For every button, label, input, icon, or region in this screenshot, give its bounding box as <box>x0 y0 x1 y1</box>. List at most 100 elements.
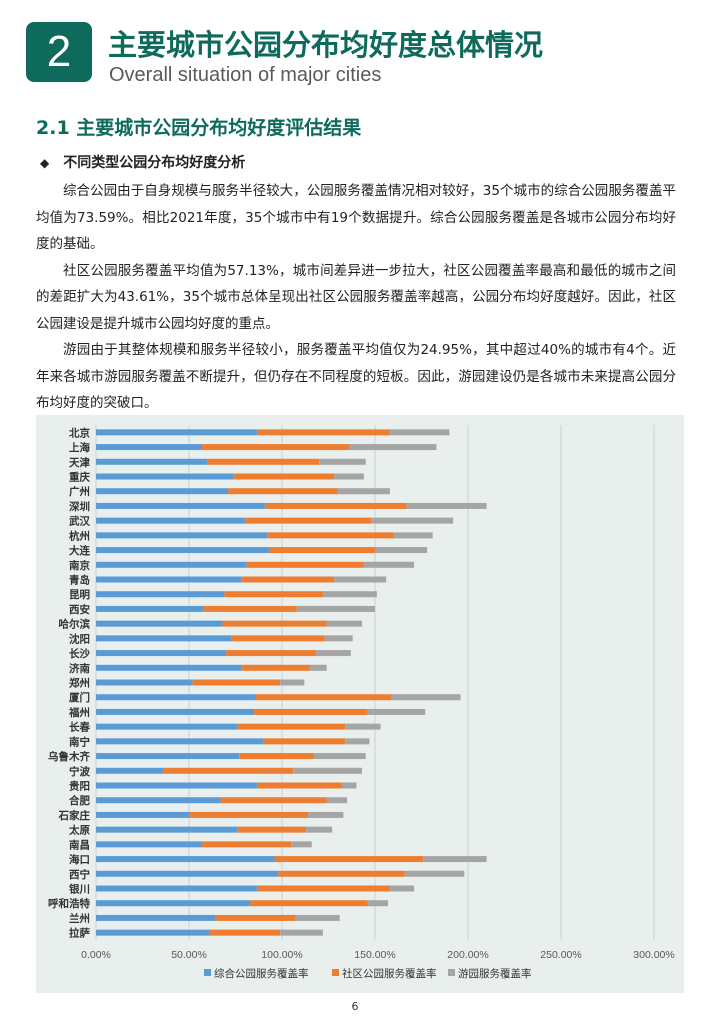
bar-pocket <box>406 502 487 509</box>
bar-community <box>267 532 394 539</box>
category-label: 南京 <box>69 559 90 572</box>
bar-comprehensive <box>96 811 189 818</box>
bar-community <box>220 797 327 804</box>
bar-community <box>192 679 281 686</box>
bar-community <box>244 517 372 524</box>
bar-community <box>203 605 297 612</box>
bar-community <box>257 885 390 892</box>
bar-comprehensive <box>96 458 208 465</box>
bar-comprehensive <box>96 620 223 627</box>
bar-comprehensive <box>96 679 193 686</box>
category-label: 沈阳 <box>69 632 90 645</box>
category-label: 昆明 <box>69 589 90 601</box>
category-label: 南昌 <box>69 838 90 851</box>
bar-comprehensive <box>96 767 163 774</box>
bar-comprehensive <box>96 488 229 495</box>
category-label: 海口 <box>69 853 90 866</box>
bar-comprehensive <box>96 547 269 554</box>
bar-comprehensive <box>96 694 256 701</box>
bar-comprehensive <box>96 900 251 907</box>
bar-pocket <box>367 708 426 715</box>
subsection-title: 不同类型公园分布均好度分析 <box>63 155 246 171</box>
bar-community <box>254 708 368 715</box>
bar-community <box>250 900 368 907</box>
x-tick-label: 200.00% <box>447 949 488 961</box>
bar-comprehensive <box>96 856 275 863</box>
bar-pocket <box>341 782 357 789</box>
bar-pocket <box>363 561 415 568</box>
bar-community <box>222 620 327 627</box>
category-label: 重庆 <box>69 471 90 484</box>
legend-label: 社区公园服务覆盖率 <box>342 967 437 980</box>
category-label: 武汉 <box>69 515 90 528</box>
bar-community <box>241 576 335 583</box>
category-label: 杭州 <box>69 529 90 542</box>
category-label: 西宁 <box>69 868 90 881</box>
category-label: 石家庄 <box>58 809 91 822</box>
bar-community <box>202 444 349 451</box>
bar-comprehensive <box>96 841 203 848</box>
bar-community <box>268 547 375 554</box>
bar-pocket <box>291 841 312 848</box>
bar-pocket <box>367 900 389 907</box>
bar-pocket <box>326 797 348 804</box>
bar-pocket <box>393 532 433 539</box>
bar-community <box>237 826 307 833</box>
bar-comprehensive <box>96 429 258 436</box>
category-label: 长春 <box>69 721 90 734</box>
category-label: 深圳 <box>69 500 90 513</box>
bar-community <box>189 811 309 818</box>
bar-comprehensive <box>96 517 245 524</box>
bar-comprehensive <box>96 782 258 789</box>
chapter-title-english: Overall situation of major cities <box>109 64 382 86</box>
bar-pocket <box>423 856 487 863</box>
bar-pocket <box>326 620 362 627</box>
bar-pocket <box>309 664 327 671</box>
category-label: 乌鲁木齐 <box>48 750 90 763</box>
bar-pocket <box>295 914 340 921</box>
bar-community <box>224 591 323 598</box>
category-label: 济南 <box>69 662 90 675</box>
bar-comprehensive <box>96 797 221 804</box>
bar-pocket <box>334 576 387 583</box>
x-tick-label: 100.00% <box>261 949 302 961</box>
category-label: 长沙 <box>69 647 90 660</box>
bar-comprehensive <box>96 870 279 877</box>
category-label: 哈尔滨 <box>59 618 91 631</box>
bar-community <box>255 694 392 701</box>
category-label: 太原 <box>68 824 90 837</box>
category-label: 天津 <box>69 456 90 469</box>
bar-comprehensive <box>96 473 234 480</box>
legend-swatch <box>332 969 339 976</box>
bar-pocket <box>324 635 353 642</box>
bar-community <box>274 856 424 863</box>
category-label: 北京 <box>69 426 90 439</box>
stacked-bar-chart: 0.00% 50.00% 100.00% 150.00% 200.00% 250.00% 3… <box>36 415 684 993</box>
category-label: 青岛 <box>69 574 90 587</box>
bar-community <box>228 488 338 495</box>
legend-label: 游园服务覆盖率 <box>458 967 532 980</box>
bar-community <box>257 429 390 436</box>
bar-comprehensive <box>96 650 227 657</box>
bar-comprehensive <box>96 664 242 671</box>
bar-pocket <box>389 885 415 892</box>
category-label: 宁波 <box>69 765 90 778</box>
legend-swatch <box>204 969 211 976</box>
bar-pocket <box>375 547 428 554</box>
category-label: 厦门 <box>69 691 90 704</box>
chapter-title: 主要城市公园分布均好度总体情况 <box>108 28 544 62</box>
chart-svg: 0.00% 50.00% 100.00% 150.00% 200.00% 250.00% 3… <box>48 425 675 980</box>
bar-comprehensive <box>96 753 240 760</box>
bar-comprehensive <box>96 576 242 583</box>
legend-swatch <box>448 969 455 976</box>
bar-pocket <box>334 473 364 480</box>
bar-comprehensive <box>96 605 204 612</box>
bar-comprehensive <box>96 929 210 936</box>
paragraph: 社区公园服务覆盖平均值为57.13%，城市间差异进一步拉大，社区公园覆盖率最高和… <box>36 262 676 332</box>
bar-community <box>202 841 292 848</box>
bar-pocket <box>319 458 366 465</box>
bar-pocket <box>337 488 390 495</box>
body-text: 综合公园由于自身规模与服务半径较大，公园服务覆盖情况相对较好，35个城市的综合公… <box>36 178 676 417</box>
bar-comprehensive <box>96 708 255 715</box>
bar-comprehensive <box>96 635 232 642</box>
